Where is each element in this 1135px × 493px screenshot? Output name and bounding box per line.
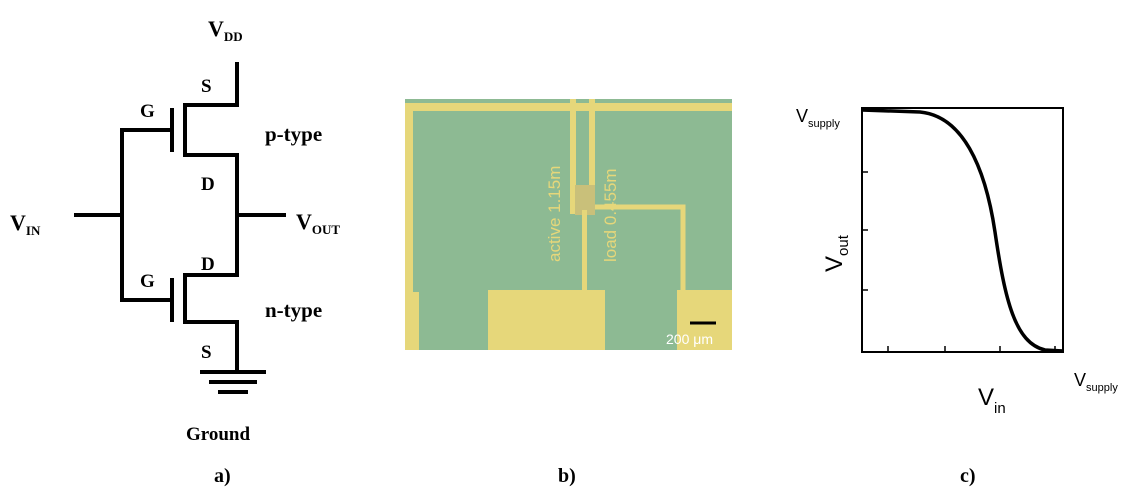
micrograph: active 1.15m load 0.455m 200 μm b) xyxy=(405,99,732,487)
type-label: p-type xyxy=(265,122,322,146)
vout-label: VOUT xyxy=(296,209,340,237)
subscript: in xyxy=(994,400,1006,417)
caption: a) xyxy=(214,465,231,487)
wire xyxy=(185,64,237,370)
transfer-curve: Vsupply Vout Vin Vsupply c) xyxy=(796,106,1118,487)
vdd-label: VDD xyxy=(208,16,243,44)
trace xyxy=(405,103,732,111)
subscript: out xyxy=(835,234,852,256)
vin-label: VIN xyxy=(10,210,41,238)
subscript: supply xyxy=(1086,382,1118,394)
subscript: IN xyxy=(26,223,41,238)
curve xyxy=(862,110,1063,351)
trace xyxy=(582,210,587,292)
type-label: n-type xyxy=(265,298,322,322)
symbol: V xyxy=(296,209,312,234)
ground-symbol xyxy=(202,372,264,392)
y-max-label: Vsupply xyxy=(796,106,840,130)
figure: VDD S G p-type D VIN VOUT D G n-type S G… xyxy=(0,0,1135,493)
y-axis-label: Vout xyxy=(821,234,852,272)
gate-label: G xyxy=(140,101,155,122)
symbol: V xyxy=(208,16,224,41)
subscript: DD xyxy=(224,29,243,44)
subscript: supply xyxy=(808,118,840,130)
source-label: S xyxy=(201,76,212,97)
plot-frame xyxy=(862,108,1063,352)
drain-label: D xyxy=(201,254,215,275)
scale-label: 200 μm xyxy=(666,331,713,347)
source-label: S xyxy=(201,342,212,363)
caption: b) xyxy=(558,465,576,487)
symbol: V xyxy=(821,256,848,272)
subscript: OUT xyxy=(312,222,341,237)
symbol: V xyxy=(796,106,808,126)
load-label: load 0.455m xyxy=(601,168,620,262)
ground-label: Ground xyxy=(186,424,251,445)
pad xyxy=(405,292,419,350)
circuit: VDD S G p-type D VIN VOUT D G n-type S G… xyxy=(10,16,340,487)
x-max-label: Vsupply xyxy=(1074,370,1118,394)
symbol: V xyxy=(1074,370,1086,390)
tick-marks xyxy=(862,172,1055,352)
pad xyxy=(488,290,605,350)
drain-label: D xyxy=(201,174,215,195)
symbol: V xyxy=(978,384,994,411)
active-label: active 1.15m xyxy=(545,166,564,262)
x-axis-label: Vin xyxy=(978,384,1006,417)
symbol: V xyxy=(10,210,26,235)
caption: c) xyxy=(960,465,976,487)
gate-label: G xyxy=(140,271,155,292)
